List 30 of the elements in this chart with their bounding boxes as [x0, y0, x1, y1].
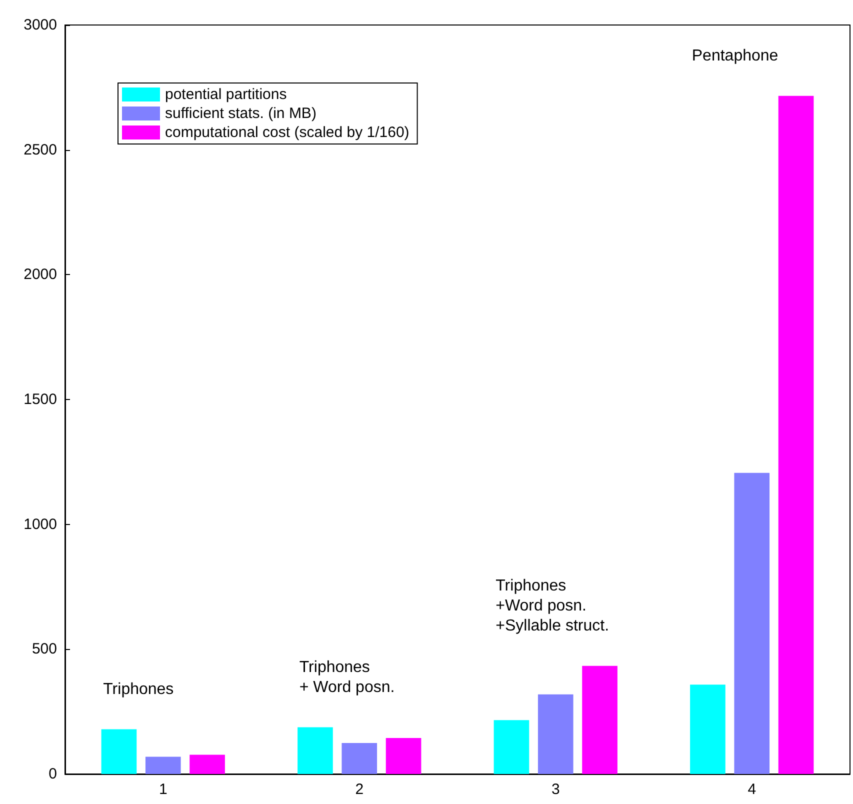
bar: [690, 684, 726, 774]
legend-label: potential partitions: [165, 86, 287, 103]
bar: [190, 754, 225, 774]
annotation: Triphones + Word posn.: [299, 658, 395, 696]
bar: [145, 756, 181, 774]
y-tick-label: 0: [48, 766, 57, 782]
annotation: Triphones: [103, 680, 174, 698]
bar: [734, 472, 770, 774]
bar: [538, 694, 574, 774]
bar: [582, 666, 618, 774]
y-tick-label: 1000: [24, 516, 57, 533]
annotation: Pentaphone: [692, 47, 778, 64]
bar: [494, 720, 530, 774]
bar: [386, 738, 422, 774]
y-tick-label: 3000: [24, 16, 57, 34]
x-tick-label: 2: [355, 781, 364, 798]
legend-label: computational cost (scaled by 1/160): [165, 124, 410, 141]
bar: [342, 743, 378, 774]
x-tick-label: 3: [551, 781, 560, 798]
y-tick-label: 500: [32, 640, 57, 658]
y-tick-label: 2500: [24, 141, 57, 158]
legend-label: sufficient stats. (in MB): [165, 105, 316, 122]
bar: [101, 729, 137, 774]
bar: [778, 96, 814, 774]
bar: [298, 727, 333, 774]
y-tick-label: 2000: [24, 266, 57, 284]
annotation: Triphones +Word posn. +Syllable struct.: [496, 577, 610, 634]
x-tick-label: 1: [158, 781, 168, 798]
x-tick-label: 4: [748, 781, 756, 798]
y-tick-label: 1500: [24, 391, 57, 408]
